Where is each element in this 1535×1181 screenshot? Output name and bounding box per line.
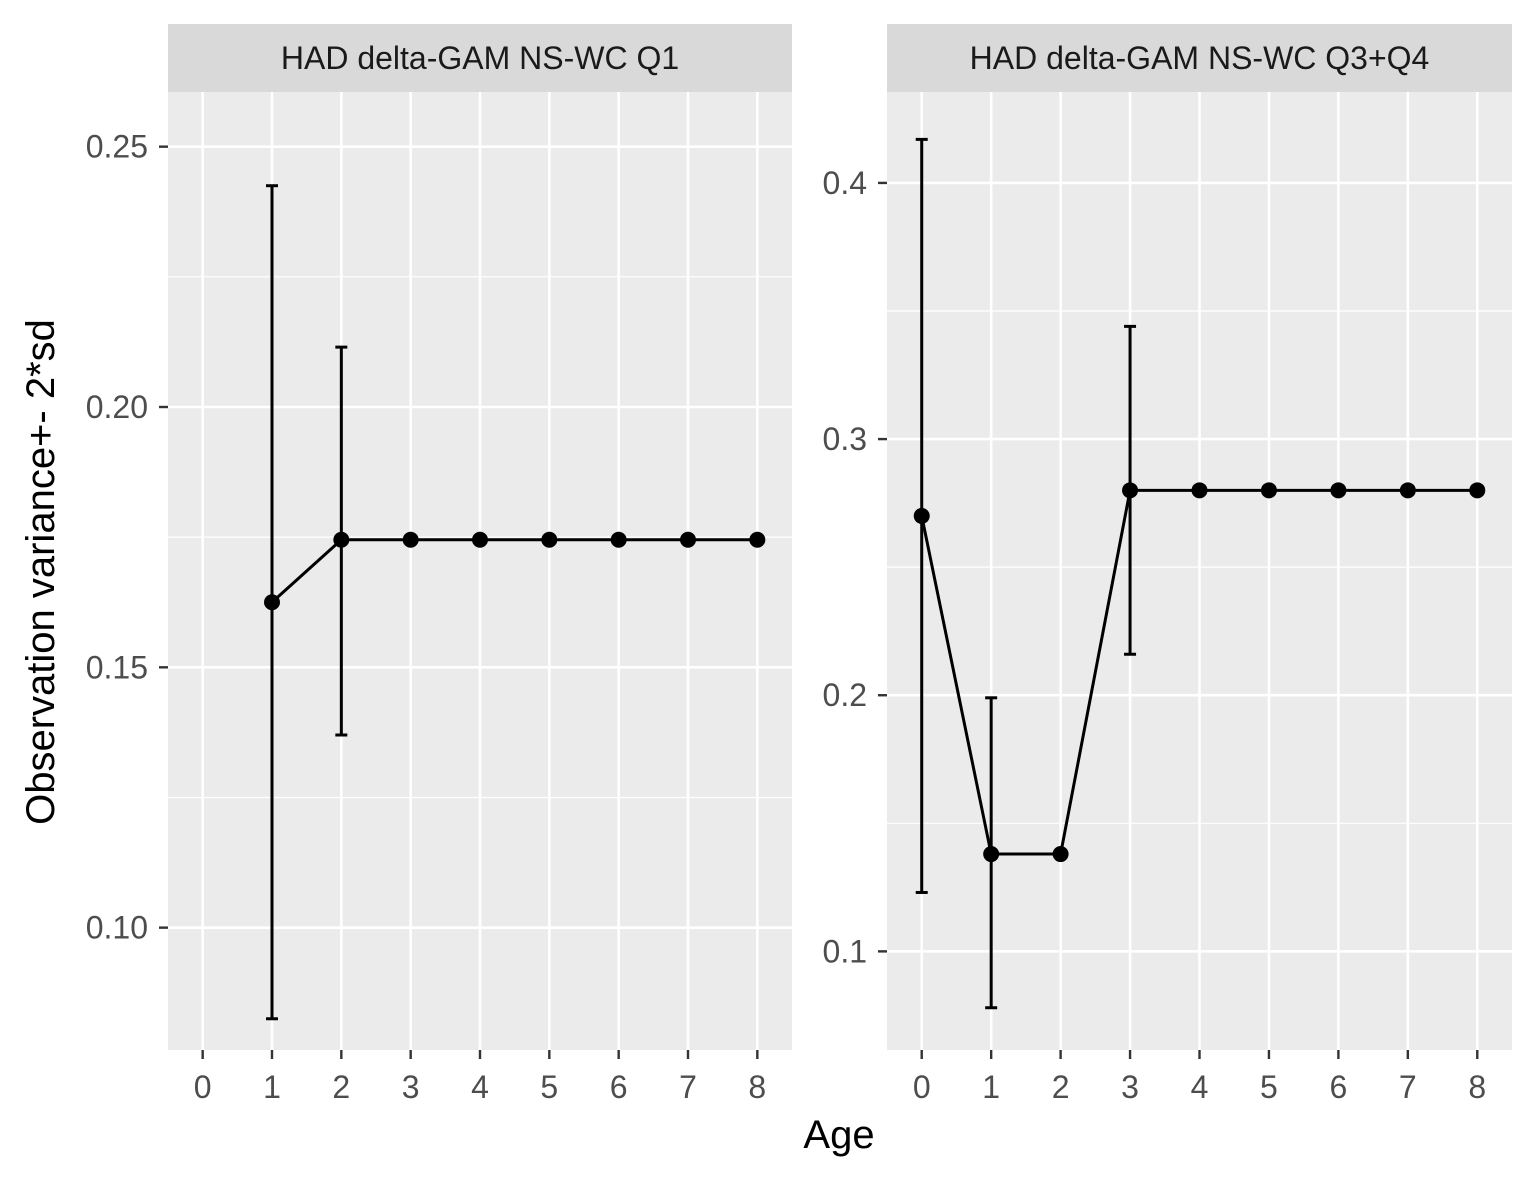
facet-strip-title: HAD delta-GAM NS-WC Q3+Q4 <box>970 40 1430 76</box>
data-point <box>680 531 696 548</box>
x-tick-label: 7 <box>1399 1069 1417 1105</box>
data-point <box>1122 482 1139 499</box>
x-tick-label: 7 <box>679 1069 697 1105</box>
x-tick-label: 2 <box>1052 1069 1070 1105</box>
data-point <box>1052 846 1069 863</box>
x-axis-title: Age <box>803 1113 874 1157</box>
data-point <box>913 507 930 524</box>
facet-strip <box>887 24 1512 92</box>
data-point <box>749 531 766 548</box>
y-tick-label: 0.25 <box>86 129 148 165</box>
series-line <box>270 538 758 604</box>
x-tick-label: 0 <box>194 1069 212 1105</box>
x-tick-label: 1 <box>982 1069 1000 1105</box>
x-tick-label: 2 <box>332 1069 350 1105</box>
data-point <box>1260 482 1277 499</box>
x-tick-label: 8 <box>1468 1069 1486 1105</box>
x-tick-label: 3 <box>402 1069 420 1105</box>
x-tick-label: 1 <box>263 1069 281 1105</box>
data-point <box>1469 482 1486 499</box>
x-tick-label: 3 <box>1121 1069 1139 1105</box>
facet-strip <box>168 24 792 92</box>
x-tick-label: 5 <box>540 1069 558 1105</box>
data-point <box>402 531 419 548</box>
y-tick-label: 0.3 <box>823 421 867 457</box>
data-point <box>1191 482 1208 499</box>
data-point <box>541 531 558 548</box>
x-tick-label: 8 <box>748 1069 766 1105</box>
y-tick-label: 0.4 <box>823 165 867 201</box>
facet-panel-1: HAD delta-GAM NS-WC Q1 0.10 0.15 0.20 0.25 0 1… <box>86 24 792 1105</box>
data-point <box>264 594 280 611</box>
data-point <box>333 531 350 548</box>
data-point <box>1330 482 1347 499</box>
y-tick-label: 0.2 <box>823 677 867 713</box>
y-tick-label: 0.1 <box>823 933 867 969</box>
x-tick-label: 6 <box>1329 1069 1347 1105</box>
x-tick-label: 5 <box>1260 1069 1278 1105</box>
facet-panel-2: HAD delta-GAM NS-WC Q3+Q4 0.1 0.2 0.3 0.4 0 1 2… <box>823 24 1512 1105</box>
x-tick-label: 4 <box>471 1069 489 1105</box>
data-point <box>1399 482 1416 499</box>
panels: HAD delta-GAM NS-WC Q10.100.150.200.250 1… <box>86 24 1512 1105</box>
y-tick-label: 0.20 <box>86 389 148 425</box>
y-tick-label: 0.10 <box>86 910 148 946</box>
facet-strip-title: HAD delta-GAM NS-WC Q1 <box>281 40 679 76</box>
y-tick-label: 0.15 <box>86 649 148 685</box>
data-point <box>610 531 627 548</box>
data-point <box>472 531 488 548</box>
x-tick-label: 0 <box>913 1069 931 1105</box>
x-tick-label: 6 <box>610 1069 628 1105</box>
x-tick-label: 4 <box>1191 1069 1209 1105</box>
y-axis-title: Observation variance+- 2*sd <box>19 319 63 825</box>
data-point <box>983 846 1000 863</box>
